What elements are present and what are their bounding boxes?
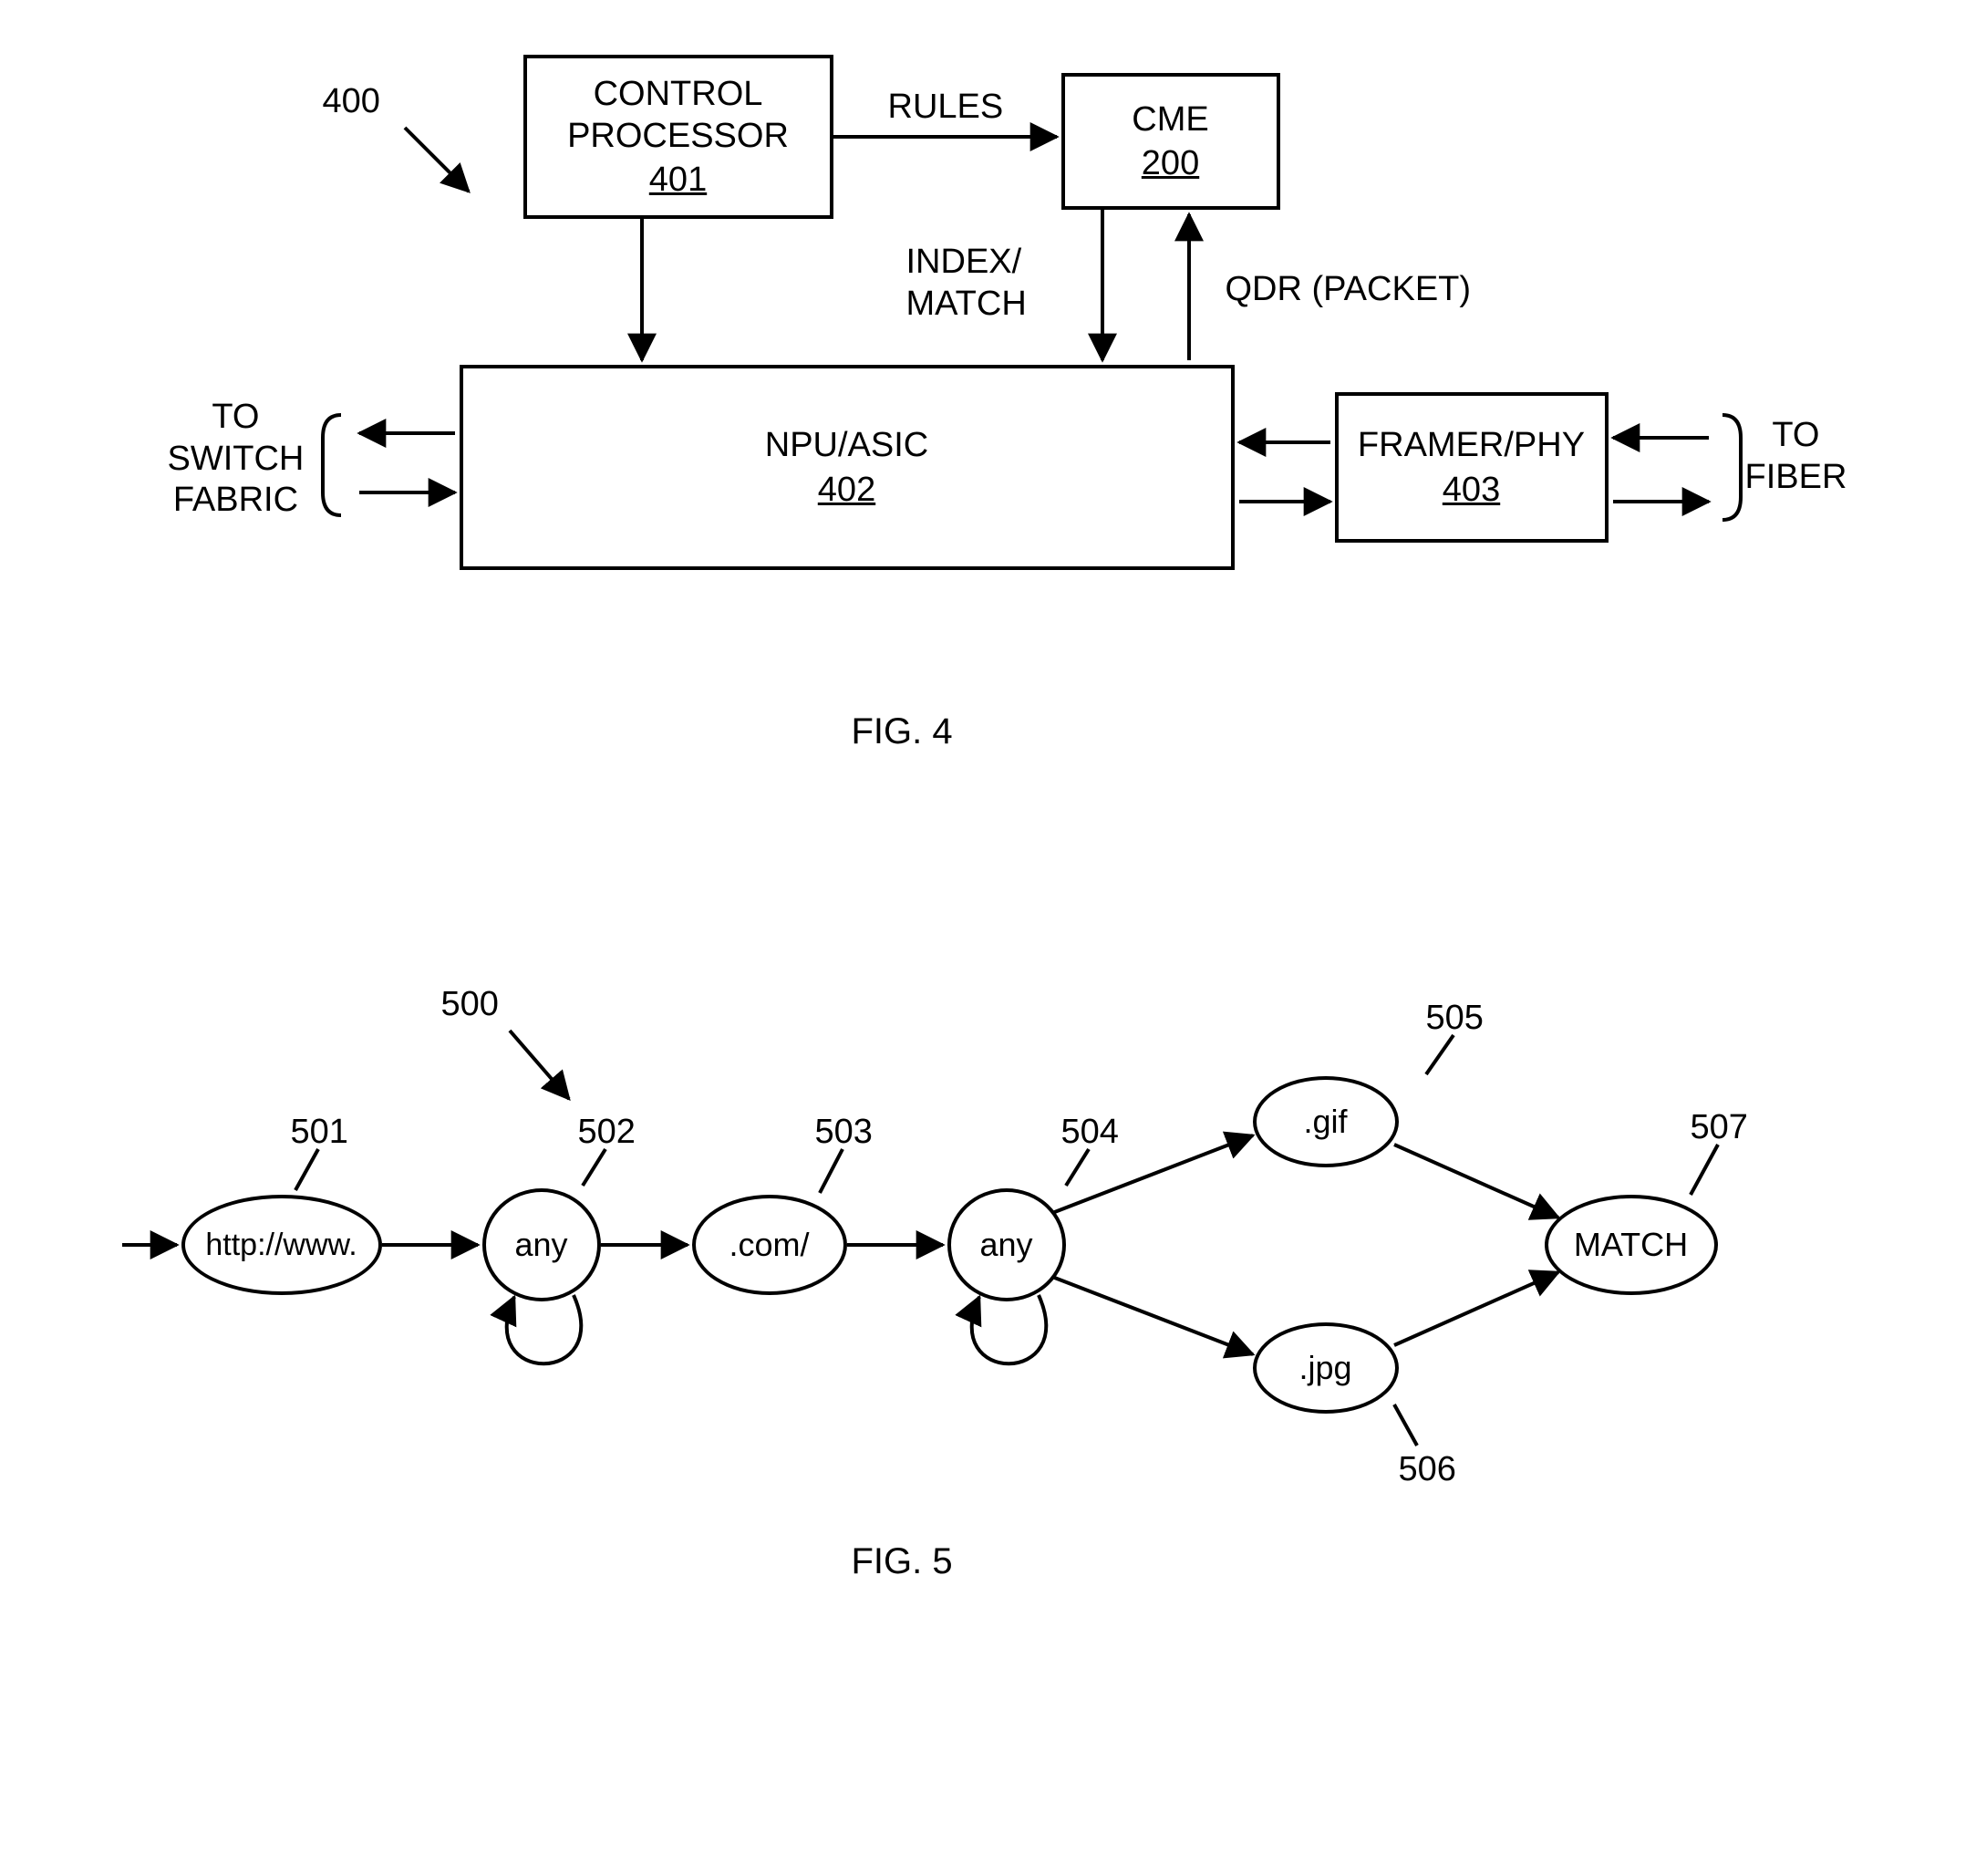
node-any-2-label: any	[979, 1226, 1032, 1264]
fig5-ref-number: 500	[441, 985, 499, 1024]
to-switch-label: TO SWITCH FABRIC	[168, 397, 305, 522]
node-gif-label: .gif	[1303, 1103, 1347, 1141]
npu-asic-num: 402	[818, 471, 875, 510]
node-jpg-label: .jpg	[1298, 1349, 1351, 1387]
rules-label: RULES	[888, 87, 1004, 129]
control-processor-title: CONTROL PROCESSOR	[527, 74, 830, 157]
n502-num: 502	[578, 1113, 636, 1152]
figure-5: 500 501 502 503 504 505 506 507 http://w…	[122, 967, 1855, 1605]
node-match: MATCH	[1545, 1195, 1718, 1295]
n501-num: 501	[291, 1113, 348, 1152]
node-match-label: MATCH	[1574, 1226, 1688, 1264]
fig4-ref-number: 400	[323, 82, 380, 121]
fig4-caption: FIG. 4	[852, 711, 953, 752]
node-com-label: .com/	[729, 1226, 809, 1264]
node-com: .com/	[692, 1195, 847, 1295]
npu-asic-title: NPU/ASIC	[765, 425, 928, 467]
n506-num: 506	[1399, 1450, 1456, 1489]
cme-box: CME 200	[1061, 73, 1280, 210]
n505-num: 505	[1426, 999, 1484, 1038]
node-any-1: any	[482, 1188, 601, 1301]
index-match-label: INDEX/ MATCH	[906, 242, 1027, 325]
n504-num: 504	[1061, 1113, 1119, 1152]
figure-4: 400 CONTROL PROCESSOR 401 CME 200 NPU/AS…	[122, 55, 1855, 784]
cme-num: 200	[1142, 144, 1199, 183]
framer-phy-num: 403	[1443, 471, 1500, 510]
n507-num: 507	[1691, 1108, 1748, 1147]
node-any-1-label: any	[514, 1226, 567, 1264]
cme-title: CME	[1132, 99, 1208, 141]
to-fiber-label: TO FIBER	[1745, 415, 1847, 498]
node-http-label: http://www.	[205, 1228, 357, 1263]
n503-num: 503	[815, 1113, 873, 1152]
framer-phy-box: FRAMER/PHY 403	[1335, 392, 1609, 543]
node-http: http://www.	[181, 1195, 382, 1295]
control-processor-box: CONTROL PROCESSOR 401	[523, 55, 833, 219]
control-processor-num: 401	[649, 161, 707, 200]
node-gif: .gif	[1253, 1076, 1399, 1167]
framer-phy-title: FRAMER/PHY	[1358, 425, 1585, 467]
fig5-caption: FIG. 5	[852, 1541, 953, 1582]
npu-asic-box: NPU/ASIC 402	[460, 365, 1235, 570]
node-jpg: .jpg	[1253, 1322, 1399, 1414]
node-any-2: any	[947, 1188, 1066, 1301]
qdr-label: QDR (PACKET)	[1226, 269, 1472, 311]
